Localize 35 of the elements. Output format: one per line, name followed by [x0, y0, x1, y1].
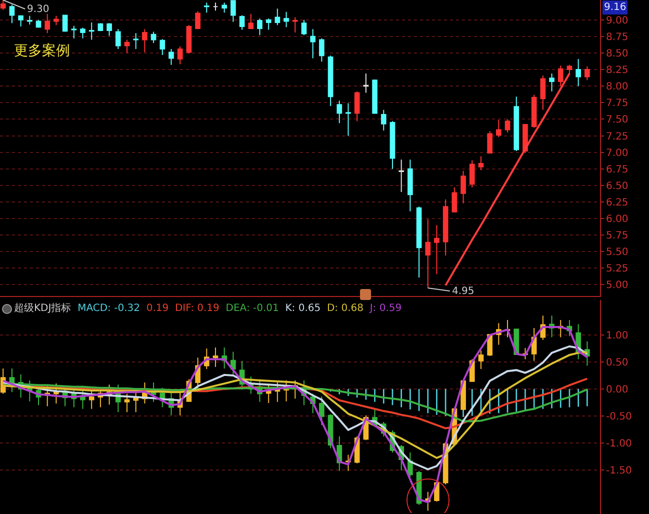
- y-tick-label: 0.00: [606, 384, 628, 396]
- chart-title: 超级KDJ指标: [14, 302, 72, 314]
- annotation: 9.30: [27, 4, 50, 15]
- y-tick-label: -1.50: [606, 465, 632, 476]
- y-tick-label: -1.00: [606, 438, 632, 450]
- text: K: 0.65: [285, 303, 321, 314]
- y-tick-label: 8.00: [606, 82, 628, 93]
- text: D: 0.68: [326, 303, 364, 314]
- y-tick-label: 5.00: [606, 280, 628, 292]
- y-tick-label: 5.25: [606, 264, 628, 275]
- text: J: 0.59: [368, 303, 402, 314]
- y-tick-label: 8.75: [606, 32, 628, 43]
- annotation: 4.95: [452, 286, 474, 297]
- y-tick-label: 0.50: [606, 357, 628, 368]
- y-tick-label: 6.25: [606, 197, 628, 208]
- y-tick-label: 5.50: [606, 247, 628, 258]
- y-tick-label: 7.75: [606, 98, 628, 110]
- text: MACD: -0.32: [78, 303, 140, 314]
- y-tick-label: 1.00: [606, 330, 628, 342]
- y-tick-label: 8.50: [606, 48, 628, 60]
- y-tick-label: 7.50: [606, 114, 628, 126]
- text: DIF: 0.19: [174, 303, 220, 314]
- text: DEA: -0.01: [226, 303, 279, 314]
- y-tick-label: 6.50: [606, 180, 628, 192]
- text: 9.16: [604, 2, 626, 13]
- annotation: 0.19: [146, 303, 169, 314]
- annotation: 更多案例: [14, 42, 70, 59]
- y-tick-label: 5.75: [606, 230, 628, 242]
- y-tick-label: 9.00: [606, 15, 628, 26]
- y-tick-label: 7.00: [606, 148, 628, 159]
- y-tick-label: 7.25: [606, 131, 628, 142]
- y-tick-label: 8.25: [606, 65, 628, 76]
- y-tick-label: 6.00: [606, 214, 628, 226]
- y-tick-label: -0.50: [606, 411, 632, 422]
- y-tick-label: 6.75: [606, 164, 628, 176]
